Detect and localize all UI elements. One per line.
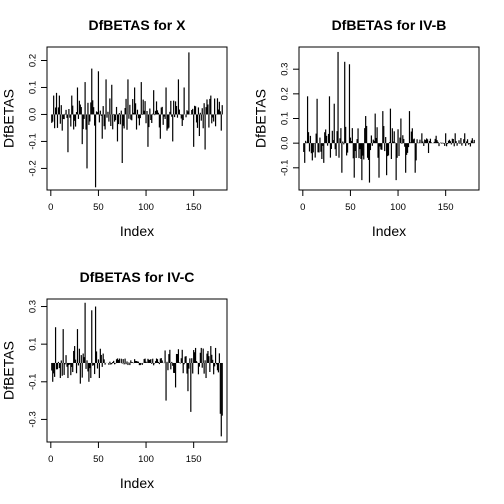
plot-frame — [46, 298, 228, 443]
x-tick-label: 50 — [93, 202, 104, 213]
x-tick-label: 50 — [93, 454, 104, 465]
y-tick-label: 0.3 — [28, 300, 39, 313]
plot-frame — [298, 46, 480, 191]
y-tick-label: -0.1 — [28, 133, 39, 149]
x-axis-label: Index — [120, 475, 154, 491]
y-tick-label: 0.1 — [28, 338, 39, 351]
x-tick-label: 150 — [186, 202, 202, 213]
y-tick-label: 0.0 — [280, 137, 291, 150]
chart-title: DfBETAS for X — [89, 17, 187, 33]
y-axis-label: DfBETAS — [1, 341, 17, 400]
y-tick-label: -0.2 — [28, 160, 39, 176]
chart-title: DfBETAS for IV-C — [80, 269, 195, 285]
plot-frame — [46, 46, 228, 191]
y-tick-label: 0.2 — [280, 87, 291, 100]
y-axis-label: DfBETAS — [1, 89, 17, 148]
spike-series — [51, 302, 223, 437]
x-tick-label: 0 — [300, 202, 305, 213]
x-tick-label: 100 — [138, 454, 154, 465]
x-axis-label: Index — [372, 223, 406, 239]
y-tick-label: -0.1 — [28, 374, 39, 390]
chart-panel-1: DfBETAS for X 0 50 100 150 -0.2 -0.1 0.0 0.1 0.2 I… — [1, 17, 228, 239]
spike-series — [51, 52, 223, 188]
x-tick-label: 50 — [345, 202, 356, 213]
x-axis-label: Index — [120, 223, 154, 239]
x-tick-label: 150 — [186, 454, 202, 465]
y-tick-label: 0.0 — [28, 108, 39, 121]
chart-title: DfBETAS for IV-B — [332, 17, 447, 33]
chart-panel-3: DfBETAS for IV-C 0 50 100 150 -0.3 -0.1 0.1 0.3 I… — [1, 269, 228, 491]
x-tick-label: 100 — [138, 202, 154, 213]
y-tick-label: 0.3 — [280, 63, 291, 76]
y-tick-label: 0.1 — [28, 81, 39, 94]
y-tick-label: -0.3 — [28, 411, 39, 427]
chart-panel-2: DfBETAS for IV-B 0 50 100 150 -0.1 0.0 0.1 0.2 0.… — [253, 17, 480, 239]
x-tick-label: 0 — [48, 202, 53, 213]
y-tick-label: -0.1 — [280, 160, 291, 176]
y-tick-label: 0.1 — [280, 112, 291, 125]
x-tick-label: 0 — [48, 454, 53, 465]
y-axis-label: DfBETAS — [253, 89, 269, 148]
x-tick-label: 150 — [438, 202, 454, 213]
x-tick-label: 100 — [390, 202, 406, 213]
y-tick-label: 0.2 — [28, 54, 39, 67]
spike-series — [303, 51, 475, 183]
